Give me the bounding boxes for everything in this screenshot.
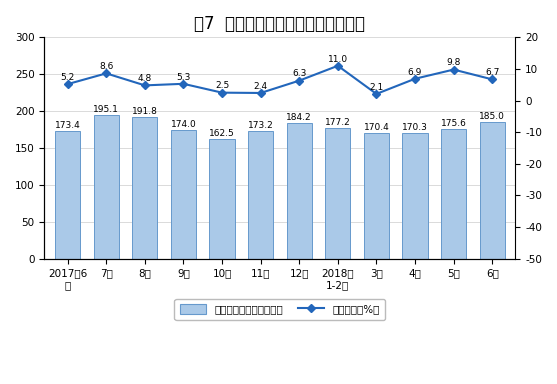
Text: 11.0: 11.0 (328, 55, 348, 64)
Text: 195.1: 195.1 (93, 104, 119, 114)
Bar (209, 139, 234, 259)
Bar (248, 131, 273, 259)
Text: 6.9: 6.9 (408, 68, 422, 76)
Legend: 日均发电量（亿千瓦时）, 当月增速（%）: 日均发电量（亿千瓦时）, 当月增速（%） (174, 299, 385, 320)
Bar (325, 128, 350, 259)
Bar (287, 123, 312, 259)
Text: 9.8: 9.8 (447, 58, 461, 67)
Text: 4.8: 4.8 (138, 74, 152, 83)
Text: 6.7: 6.7 (485, 68, 500, 77)
Text: 170.4: 170.4 (364, 123, 389, 132)
Text: 5.2: 5.2 (61, 73, 75, 82)
Text: 173.2: 173.2 (248, 121, 273, 130)
Text: 2.5: 2.5 (215, 81, 229, 91)
Text: 173.4: 173.4 (55, 121, 81, 130)
Text: 2.1: 2.1 (369, 83, 384, 92)
Text: 162.5: 162.5 (209, 129, 235, 137)
Text: 8.6: 8.6 (99, 62, 114, 71)
Text: 5.3: 5.3 (176, 73, 190, 81)
Text: 6.3: 6.3 (292, 70, 306, 78)
Text: 175.6: 175.6 (441, 119, 467, 128)
Bar (55, 131, 80, 259)
Bar (480, 122, 505, 259)
Text: 170.3: 170.3 (402, 123, 428, 132)
Bar (441, 129, 466, 259)
Bar (171, 130, 196, 259)
Bar (403, 133, 428, 259)
Text: 174.0: 174.0 (170, 120, 196, 129)
Text: 177.2: 177.2 (325, 118, 351, 127)
Text: 184.2: 184.2 (286, 113, 312, 122)
Bar (364, 133, 389, 259)
Text: 2.4: 2.4 (253, 82, 268, 91)
Text: 185.0: 185.0 (480, 112, 505, 121)
Text: 191.8: 191.8 (132, 107, 158, 116)
Bar (133, 117, 158, 259)
Title: 图7  规模以上工业发电量月度走势图: 图7 规模以上工业发电量月度走势图 (194, 15, 365, 33)
Bar (94, 115, 119, 259)
